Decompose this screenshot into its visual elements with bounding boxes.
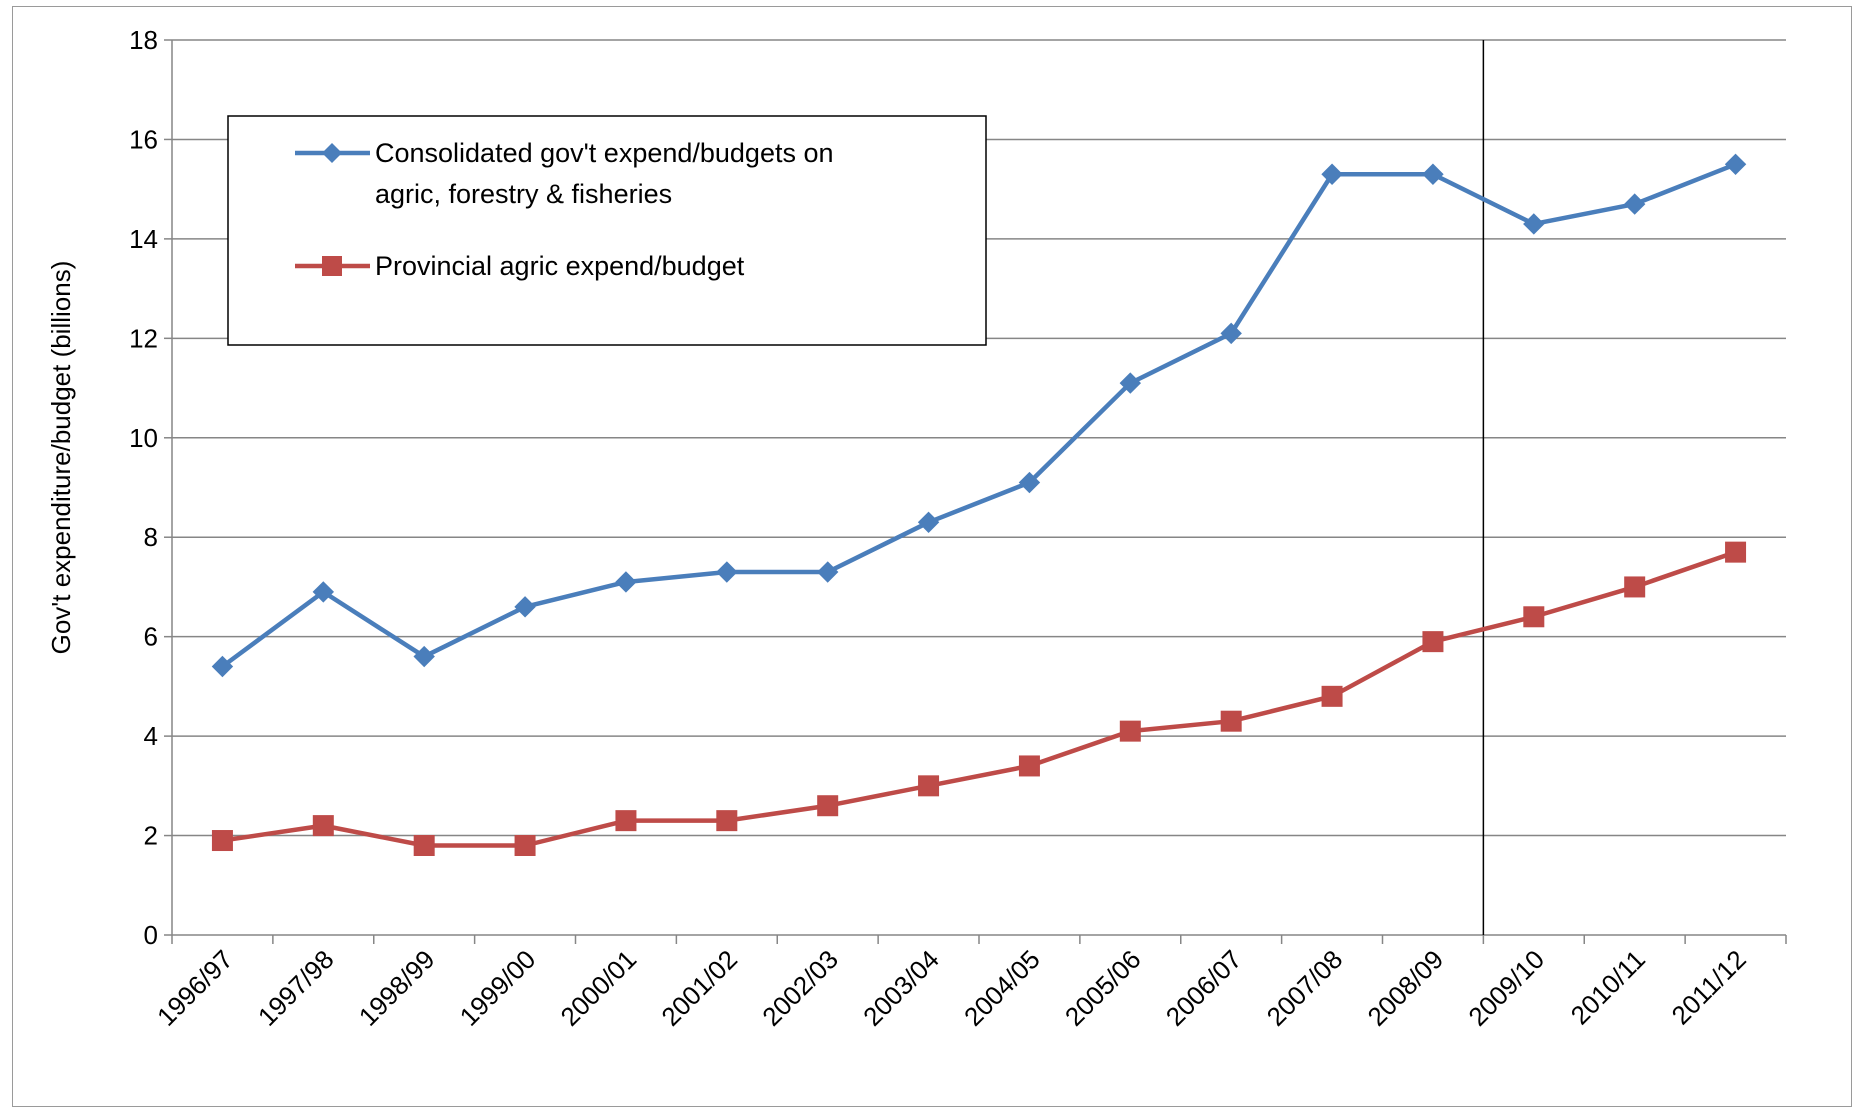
series-line bbox=[222, 550, 1737, 848]
data-point-diamond bbox=[716, 561, 738, 583]
y-tick-label: 4 bbox=[144, 721, 158, 751]
data-point-square bbox=[716, 810, 738, 832]
data-point-square bbox=[918, 775, 940, 797]
data-point-square bbox=[312, 815, 334, 837]
legend-label: agric, forestry & fisheries bbox=[375, 179, 672, 209]
data-point-diamond bbox=[1422, 163, 1444, 185]
x-tick-label: 1998/99 bbox=[353, 944, 441, 1032]
data-point-square bbox=[514, 835, 536, 856]
axes bbox=[164, 39, 1787, 944]
data-point-square bbox=[211, 830, 233, 852]
data-point-diamond bbox=[1623, 193, 1646, 215]
data-point-diamond bbox=[917, 511, 940, 534]
legend-label: Provincial agric expend/budget bbox=[375, 251, 745, 281]
y-tick-label: 6 bbox=[144, 622, 158, 652]
x-tick-label: 2003/04 bbox=[857, 944, 945, 1032]
x-tick-label: 2011/12 bbox=[1665, 944, 1751, 1030]
x-tick-label: 2009/10 bbox=[1462, 944, 1550, 1032]
data-point-square bbox=[1422, 631, 1444, 653]
data-point-diamond bbox=[312, 581, 335, 603]
data-point-diamond bbox=[413, 645, 435, 668]
data-point-square bbox=[1725, 541, 1747, 563]
x-tick-label: 2008/09 bbox=[1362, 944, 1450, 1032]
data-point-square bbox=[1321, 685, 1343, 707]
x-tick-label: 1996/97 bbox=[151, 944, 239, 1032]
data-series bbox=[211, 153, 1747, 856]
x-tick-label: 2007/08 bbox=[1261, 944, 1349, 1032]
x-tick-label: 2000/01 bbox=[555, 944, 643, 1032]
data-point-diamond bbox=[1119, 372, 1142, 394]
data-point-square bbox=[615, 810, 637, 832]
data-point-square bbox=[1220, 710, 1242, 732]
x-tick-label: 2010/11 bbox=[1565, 944, 1651, 1030]
x-tick-label: 2005/06 bbox=[1059, 944, 1147, 1032]
data-point-square bbox=[1523, 606, 1545, 628]
data-point-diamond bbox=[514, 596, 536, 618]
y-tick-label: 18 bbox=[129, 25, 158, 55]
data-point-diamond bbox=[1018, 471, 1041, 494]
data-point-square bbox=[1119, 720, 1141, 742]
legend-swatch-marker bbox=[322, 256, 342, 276]
x-tick-label: 2004/05 bbox=[958, 944, 1046, 1032]
y-tick-label: 14 bbox=[129, 224, 158, 254]
data-point-diamond bbox=[816, 561, 839, 583]
x-tick-label: 2001/02 bbox=[655, 944, 743, 1032]
legend-label: Consolidated gov't expend/budgets on bbox=[375, 138, 834, 168]
x-tick-label: 1999/00 bbox=[454, 944, 542, 1032]
x-tick-label: 2002/03 bbox=[756, 944, 844, 1032]
data-point-diamond bbox=[211, 655, 234, 678]
data-point-diamond bbox=[1321, 163, 1343, 185]
x-tick-label: 1997/98 bbox=[252, 944, 340, 1032]
series-line bbox=[221, 162, 1737, 669]
x-tick-labels: 1996/97 1997/98 1998/99 1999/00 2000/01 2001/… bbox=[151, 944, 1752, 1032]
data-point-diamond bbox=[1220, 322, 1242, 345]
y-tick-label: 12 bbox=[129, 323, 158, 353]
data-point-diamond bbox=[615, 571, 637, 593]
data-point-square bbox=[817, 795, 839, 817]
y-tick-label: 16 bbox=[129, 124, 158, 154]
data-point-square bbox=[413, 835, 435, 856]
data-point-diamond bbox=[1724, 153, 1747, 176]
legend: Consolidated gov't expend/budgets on agri… bbox=[227, 115, 987, 346]
data-point-diamond bbox=[1523, 213, 1545, 235]
y-tick-label: 2 bbox=[144, 821, 158, 851]
y-tick-label: 0 bbox=[144, 920, 158, 950]
y-tick-label: 10 bbox=[129, 423, 158, 453]
y-axis-title: Gov't expenditure/budget (billions) bbox=[46, 261, 76, 655]
legend-swatch-marker bbox=[322, 143, 342, 163]
y-tick-label: 8 bbox=[144, 522, 158, 552]
y-tick-labels: 0 2 4 6 8 10 12 14 16 18 bbox=[129, 25, 158, 950]
data-point-square bbox=[1018, 755, 1040, 777]
data-point-square bbox=[1624, 576, 1646, 598]
x-tick-label: 2006/07 bbox=[1160, 944, 1248, 1032]
